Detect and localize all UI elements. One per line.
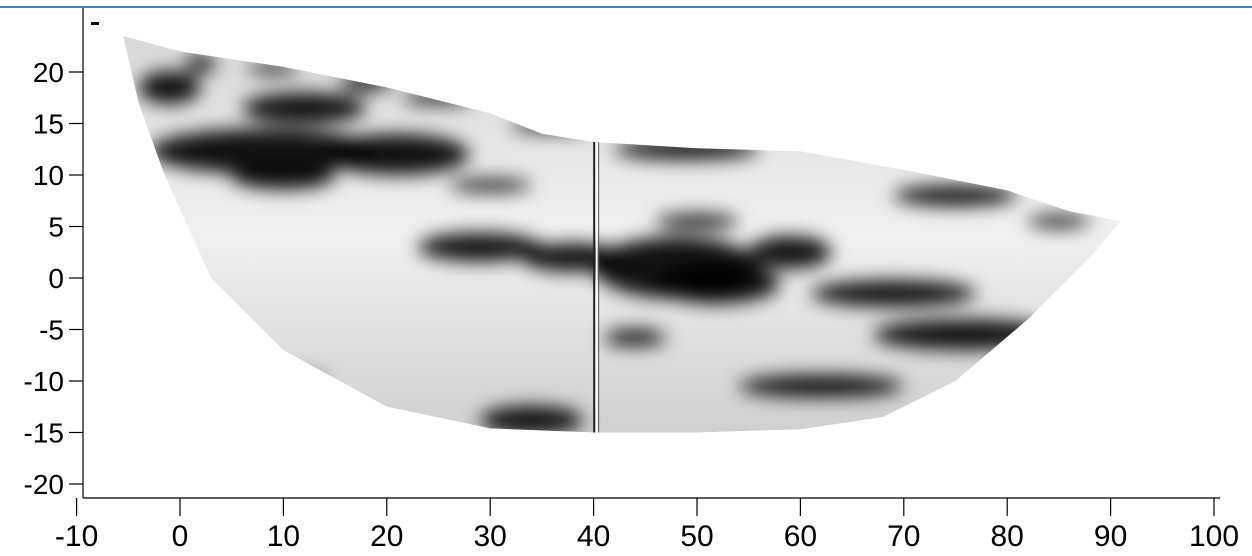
y-tick-label: 5 xyxy=(48,212,64,243)
resistivity-anomaly xyxy=(231,164,336,190)
x-tick-label: 80 xyxy=(991,520,1024,553)
corner-marker xyxy=(91,22,99,25)
x-axis-ticks: -10 0 10 20 30 40 50 60 70 80 90 100 xyxy=(55,498,1239,553)
resistivity-anomaly xyxy=(247,63,299,75)
y-axis-ticks: 20 15 10 5 0 -5 -10 -15 -20 xyxy=(24,57,83,500)
resistivity-anomaly xyxy=(185,55,217,72)
x-tick-label: 30 xyxy=(474,520,507,553)
y-tick-label: -20 xyxy=(24,469,64,500)
resistivity-anomaly xyxy=(893,185,1018,206)
resistivity-anomaly xyxy=(324,133,470,175)
x-tick-label: 50 xyxy=(680,520,713,553)
x-tick-label: 10 xyxy=(267,520,300,553)
axes xyxy=(82,8,1220,499)
x-tick-label: 40 xyxy=(577,520,610,553)
resistivity-anomaly xyxy=(614,138,760,160)
x-tick-label: 90 xyxy=(1094,520,1127,553)
resistivity-anomaly xyxy=(242,373,325,389)
resistivity-anomaly xyxy=(810,280,977,307)
resistivity-anomaly xyxy=(872,319,1059,351)
resistivity-anomaly xyxy=(448,179,532,192)
resistivity-anomaly xyxy=(748,235,832,269)
y-tick-label: -15 xyxy=(24,418,64,449)
resistivity-anomaly xyxy=(479,405,584,433)
y-tick-label: 10 xyxy=(33,160,64,191)
y-tick-label: 20 xyxy=(33,57,64,88)
resistivity-anomaly xyxy=(148,128,377,174)
resistivity-anomaly xyxy=(655,262,780,304)
y-tick-label: 0 xyxy=(48,263,64,294)
top-rule xyxy=(0,6,1252,8)
section-layer xyxy=(91,22,1121,433)
borehole-line xyxy=(593,123,600,433)
resistivity-anomaly xyxy=(138,70,201,104)
resistivity-anomaly xyxy=(1027,215,1090,228)
resistivity-anomaly xyxy=(510,119,594,132)
x-tick-label: 0 xyxy=(172,520,189,553)
x-tick-label: -10 xyxy=(55,520,98,553)
resistivity-anomaly xyxy=(340,74,392,91)
x-tick-label: 60 xyxy=(784,520,817,553)
resistivity-anomaly xyxy=(655,214,739,229)
resistivity-anomaly xyxy=(402,91,475,104)
section-fill xyxy=(123,35,1121,433)
resistivity-anomaly xyxy=(738,374,904,398)
y-tick-label: -5 xyxy=(39,315,64,346)
resistivity-anomaly xyxy=(603,329,666,346)
resistivity-anomaly xyxy=(242,92,367,124)
x-tick-label: 100 xyxy=(1189,520,1239,553)
x-tick-label: 20 xyxy=(370,520,403,553)
y-tick-label: 15 xyxy=(33,109,64,140)
y-tick-label: -10 xyxy=(24,366,64,397)
resistivity-anomaly xyxy=(417,232,542,262)
x-tick-label: 70 xyxy=(887,520,920,553)
